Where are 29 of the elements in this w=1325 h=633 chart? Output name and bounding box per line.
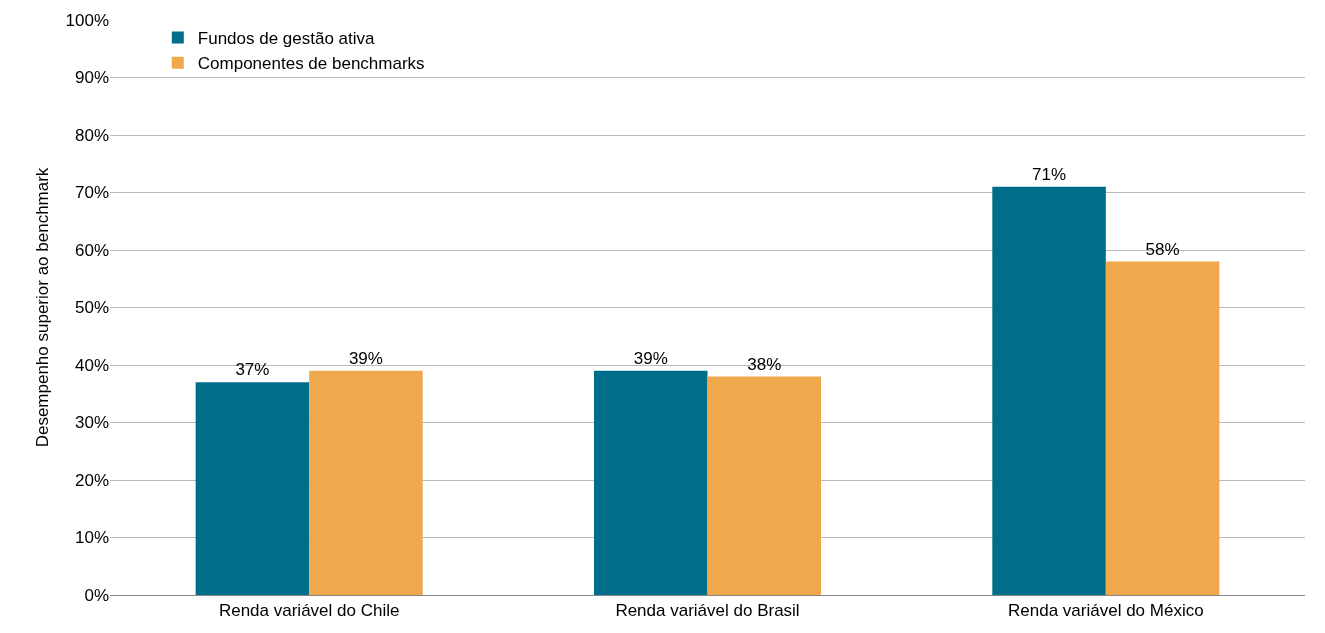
y-tick-label: 10% (74, 528, 109, 548)
bar (593, 370, 708, 595)
data-label: 39% (633, 348, 668, 368)
bar (195, 382, 310, 595)
y-tick-label: 80% (74, 125, 109, 145)
legend-label: Fundos de gestão ativa (197, 29, 376, 49)
data-label: 58% (1145, 239, 1180, 259)
y-tick-label: 0% (84, 585, 109, 605)
y-tick-label: 50% (74, 298, 109, 318)
y-tick-label: 60% (74, 240, 109, 260)
bar (1105, 261, 1220, 595)
y-tick-label: 40% (74, 355, 109, 375)
data-label: 39% (348, 348, 383, 368)
bar (707, 376, 822, 595)
bar (992, 186, 1106, 595)
legend-label: Componentes de benchmarks (197, 54, 425, 74)
data-label: 71% (1032, 164, 1067, 184)
data-label: 37% (235, 360, 270, 380)
x-tick-label: Renda variável do Brasil (615, 601, 800, 621)
y-tick-label: 30% (74, 413, 109, 433)
y-tick-label: 90% (74, 68, 109, 88)
y-tick-label: 100% (65, 10, 109, 30)
y-tick-label: 20% (74, 470, 109, 490)
x-tick-label: Renda variável do México (1008, 601, 1204, 621)
y-axis-title: Desempenho superior ao benchmark (33, 167, 53, 448)
data-label: 38% (747, 354, 782, 374)
y-tick-label: 70% (74, 183, 109, 203)
bar (309, 370, 423, 595)
x-tick-label: Renda variável do Chile (218, 601, 400, 621)
